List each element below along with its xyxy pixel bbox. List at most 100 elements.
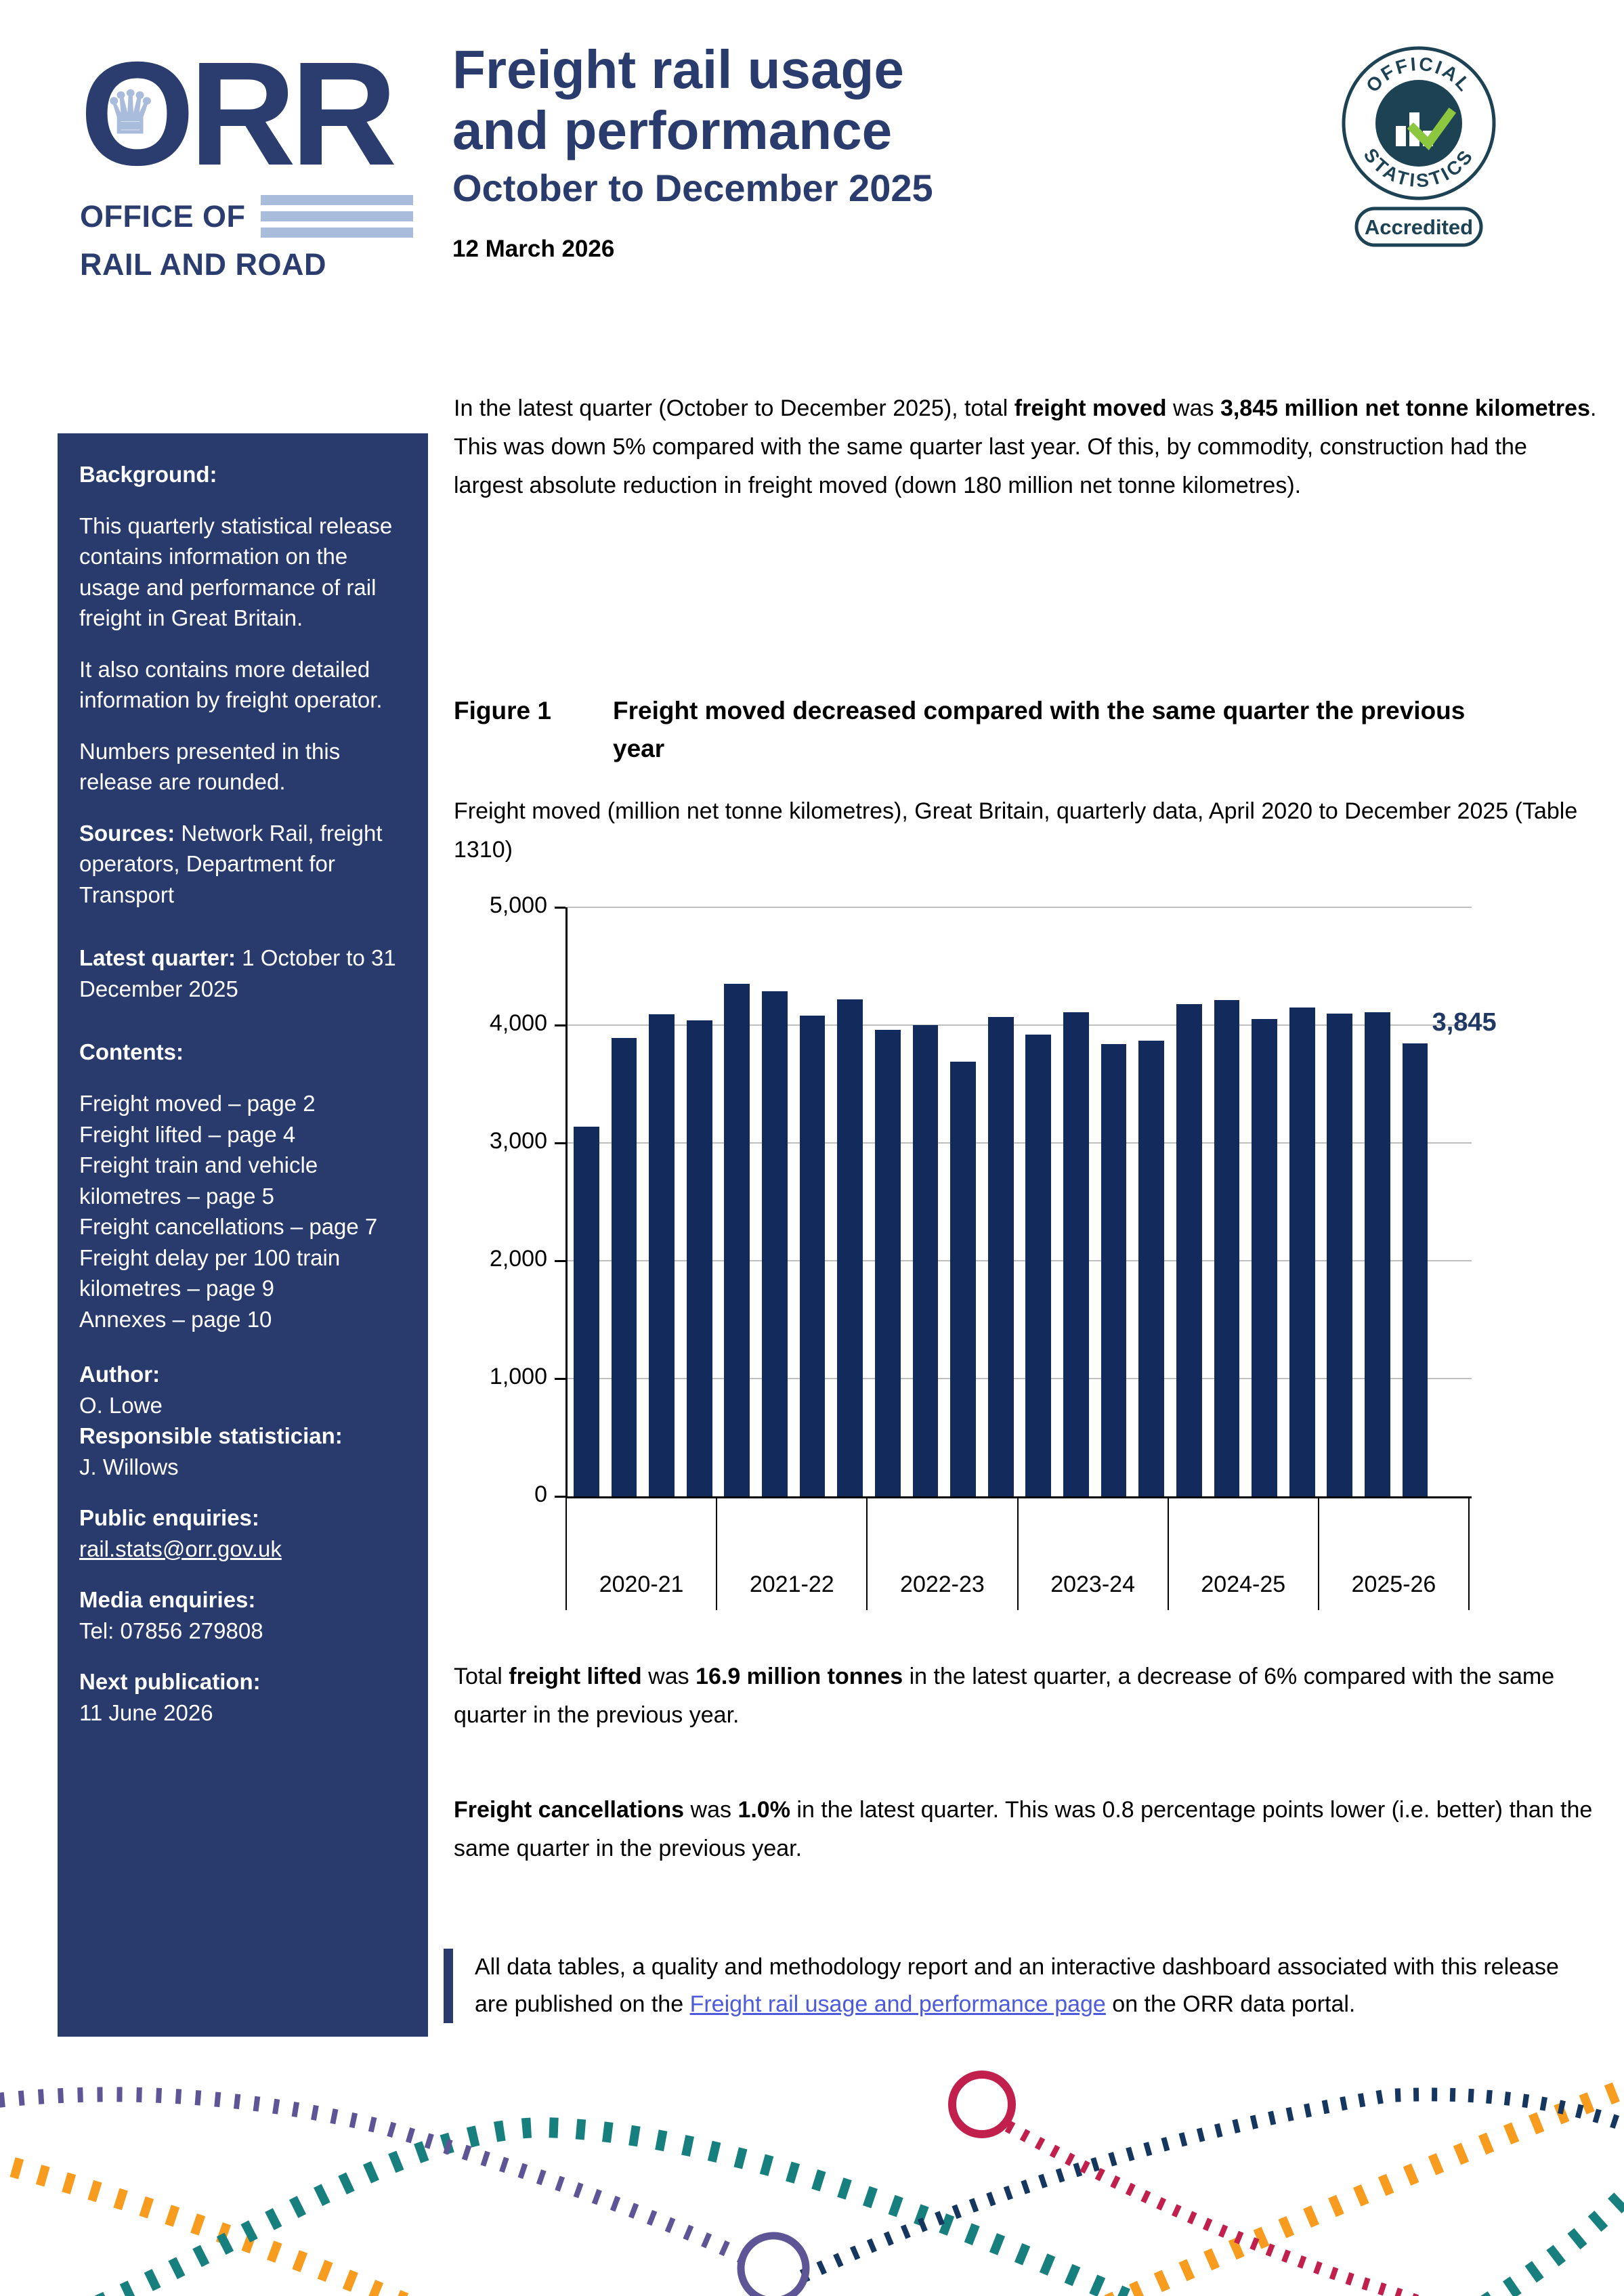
x-axis-group-2021-22: 2021-22 (716, 1498, 866, 1610)
y-axis-tick (555, 1142, 565, 1144)
email-link[interactable]: rail.stats@orr.gov.uk (79, 1536, 282, 1561)
bar-2024-25 Q1 (1176, 1003, 1202, 1496)
badge-accredited-label: Accredited (1365, 215, 1473, 239)
freight-cancellations-paragraph: Freight cancellations was 1.0% in the la… (454, 1797, 1593, 1862)
sidebar-media-enquiries: Media enquiries: Tel: 07856 279808 (79, 1587, 263, 1643)
x-axis-group-2024-25: 2024-25 (1167, 1498, 1318, 1610)
y-axis-tick (555, 1377, 565, 1380)
y-axis-tick (555, 1495, 565, 1498)
bold-1-0-percent: 1.0% (738, 1797, 790, 1823)
y-axis-label: 2,000 (489, 1246, 547, 1272)
gridline (568, 907, 1472, 908)
sidebar-author: Author: O. Lowe Responsible statistician… (79, 1362, 343, 1479)
bar-2025-26 Q1 (1327, 1013, 1353, 1496)
freight-rail-usage-page-link[interactable]: Freight rail usage and performance page (689, 1991, 1106, 2018)
intro-bold-3845: 3,845 million net tonne kilometres (1220, 395, 1590, 421)
bar-2024-25 Q2 (1214, 1000, 1240, 1496)
sidebar-background-label: Background: (79, 462, 217, 487)
orr-logo: ORR ♛ OFFICE OF RAIL AND ROAD (80, 41, 446, 282)
y-axis-label: 0 (534, 1481, 547, 1507)
bar-2023-24 Q2 (1063, 1012, 1089, 1496)
release-date: 12 March 2026 (452, 236, 615, 263)
bold-freight-cancellations: Freight cancellations (454, 1797, 685, 1823)
figure-1-title: Freight moved decreased compared with th… (613, 697, 1466, 762)
bar-2020-21 Q1 (573, 1126, 599, 1496)
y-axis-tick (555, 1259, 565, 1262)
y-axis-label: 1,000 (489, 1364, 547, 1389)
bar-2024-25 Q4 (1289, 1007, 1315, 1496)
y-axis-tick (555, 1024, 565, 1026)
bar-2022-23 Q1 (874, 1029, 901, 1496)
bar-2023-24 Q3 (1101, 1043, 1127, 1496)
logo-stripes-icon (260, 195, 413, 238)
figure-1-heading: Figure 1 Freight moved decreased compare… (454, 692, 1564, 767)
page-title-line2: and performance (452, 100, 893, 160)
x-axis-group-2020-21: 2020-21 (565, 1498, 716, 1610)
y-axis-label: 5,000 (489, 892, 547, 918)
footer-crimson-ring-icon (948, 2071, 1016, 2138)
sidebar-contents-list: Freight moved – page 2 Freight lifted – p… (79, 1088, 406, 1335)
bar-2021-22 Q3 (799, 1016, 826, 1496)
bar-2025-26 Q2 (1365, 1012, 1390, 1496)
sidebar-background-para2: It also contains more detailed informati… (79, 656, 383, 713)
crown-icon: ♛ (104, 81, 156, 146)
y-axis-tick (555, 906, 565, 909)
freight-moved-bar-chart: 0 1,000 2,000 3,000 4,000 5,000 3,845 2020-21 2… (454, 892, 1551, 1635)
bold-freight-lifted: freight lifted (509, 1664, 642, 1689)
bar-2025-26 Q3 (1402, 1043, 1428, 1496)
gridline (568, 1260, 1472, 1261)
page-subtitle-period: October to December 2025 (452, 167, 933, 210)
page-title-line1: Freight rail usage (452, 39, 904, 100)
x-axis-group-2022-23: 2022-23 (866, 1498, 1017, 1610)
contents-item: Freight lifted – page 4 (79, 1121, 296, 1147)
chart-x-axis: 2020-21 2021-22 2022-23 2023-24 2024-25 2025-… (565, 1498, 1470, 1610)
gridline (568, 1024, 1472, 1026)
figure-1-label: Figure 1 (454, 697, 551, 724)
logo-rail-and-road: RAIL AND ROAD (80, 247, 326, 282)
orr-logo-wordmark: ORR ♛ (80, 32, 397, 196)
sidebar-contents-label: Contents: (79, 1039, 184, 1065)
footer-rail-curves-decoration (0, 2071, 1624, 2296)
bar-2021-22 Q2 (762, 991, 788, 1496)
gridline (568, 1142, 1472, 1144)
intro-bold-freight-moved: freight moved (1014, 395, 1167, 421)
bar-2024-25 Q3 (1252, 1019, 1277, 1496)
bar-2021-22 Q1 (724, 984, 750, 1496)
contents-item: Annexes – page 10 (79, 1306, 272, 1332)
bold-16-9-million-tonnes: 16.9 million tonnes (696, 1664, 903, 1689)
official-statistics-accredited-badge-icon: OFFICIAL STATISTICS Accredited (1342, 46, 1496, 247)
contents-item: Freight delay per 100 train kilometres –… (79, 1244, 341, 1301)
contents-item: Freight train and vehicle kilometres – p… (79, 1152, 318, 1209)
footer-purple-ring-icon (737, 2232, 810, 2296)
bar-2020-21 Q2 (611, 1038, 637, 1496)
bar-2022-23 Q3 (950, 1061, 976, 1496)
gridline (568, 1378, 1472, 1379)
y-axis-label: 4,000 (489, 1010, 547, 1036)
logo-office-of: OFFICE OF (80, 198, 246, 234)
sidebar-latest-quarter: Latest quarter: 1 October to 31 December… (79, 945, 396, 1001)
contents-item: Freight cancellations – page 7 (79, 1214, 378, 1240)
sidebar-rounding-note: Numbers presented in this release are ro… (79, 738, 341, 795)
chart-plot-area: 0 1,000 2,000 3,000 4,000 5,000 3,845 (490, 892, 1497, 1507)
sidebar-background-para1: This quarterly statistical release conta… (79, 513, 393, 631)
x-axis-group-2023-24: 2023-24 (1017, 1498, 1168, 1610)
y-axis-label: 3,000 (489, 1128, 547, 1154)
chart-caption: Freight moved (million net tonne kilomet… (454, 798, 1578, 863)
sidebar: Background: This quarterly statistical r… (58, 433, 428, 2037)
sidebar-next-publication: Next publication: 11 June 2026 (79, 1669, 261, 1725)
bar-2021-22 Q4 (837, 999, 863, 1496)
callout-rule (444, 1949, 453, 2024)
contents-item: Freight moved – page 2 (79, 1090, 316, 1116)
data-portal-callout: All data tables, a quality and methodolo… (444, 1949, 1595, 2024)
bar-2022-23 Q4 (987, 1016, 1014, 1496)
bar-2020-21 Q4 (686, 1020, 712, 1496)
sidebar-sources: Sources: Network Rail, freight operators… (79, 820, 383, 907)
bar-2022-23 Q2 (912, 1025, 939, 1496)
last-bar-data-label: 3,845 (1432, 1008, 1497, 1037)
bar-2023-24 Q4 (1138, 1040, 1165, 1496)
bar-2023-24 Q1 (1025, 1034, 1052, 1496)
bar-2020-21 Q3 (649, 1014, 675, 1496)
freight-lifted-paragraph: Total freight lifted was 16.9 million to… (454, 1664, 1555, 1729)
sidebar-public-enquiries: Public enquiries: rail.stats@orr.gov.uk (79, 1505, 282, 1561)
